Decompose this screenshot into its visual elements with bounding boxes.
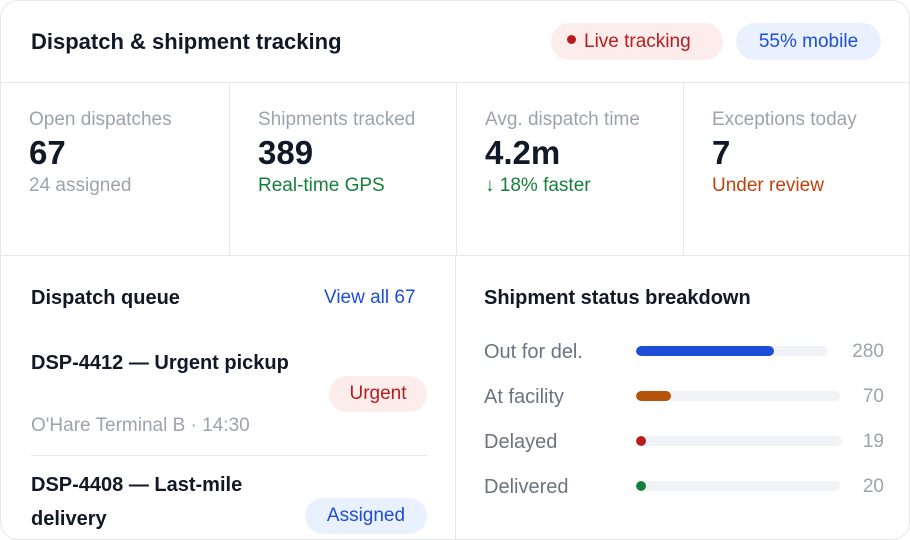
live-dot-icon: [567, 35, 576, 45]
section-divider: [455, 256, 456, 539]
status-count: 19: [862, 431, 884, 452]
queue-item-meta: O'Hare Terminal B · 14:30: [31, 415, 250, 436]
status-row: Out for del. 280: [484, 337, 884, 367]
stat-subtext: Under review: [712, 175, 824, 196]
stat-value: 389: [258, 134, 314, 171]
stat-value: 4.2m: [485, 134, 561, 171]
status-bar-fill: [636, 481, 646, 491]
page-title: Dispatch & shipment tracking: [31, 29, 342, 54]
status-bar-track: [636, 481, 840, 491]
stat-open-dispatches: Open dispatches 67 24 assigned: [1, 83, 229, 256]
status-count: 280: [852, 341, 884, 362]
stat-shipments-tracked: Shipments tracked 389 Real-time GPS: [229, 83, 456, 256]
stat-subtext: ↓ 18% faster: [485, 175, 591, 196]
status-count: 20: [862, 476, 884, 497]
stat-exceptions-today: Exceptions today 7 Under review: [683, 83, 909, 256]
stat-label: Exceptions today: [712, 109, 857, 130]
stat-subtext: Real-time GPS: [258, 175, 385, 196]
status-bar-track: [636, 436, 842, 446]
stats-row: Open dispatches 67 24 assigned Shipments…: [1, 83, 909, 256]
live-tracking-label: Live tracking: [584, 31, 691, 52]
queue-item-title: DSP-4408 — Last-mile delivery: [31, 474, 243, 530]
stat-label: Shipments tracked: [258, 109, 416, 130]
stat-value: 67: [29, 134, 66, 171]
stat-value: 7: [712, 134, 731, 171]
status-count: 70: [862, 386, 884, 407]
queue-item-title: DSP-4412 — Urgent pickup: [31, 352, 289, 374]
status-row: At facility 70: [484, 382, 884, 412]
status-bar-track: [636, 391, 840, 401]
status-label: Out for del.: [484, 341, 583, 363]
mobile-share-badge: 55% mobile: [736, 23, 881, 60]
status-bar-track: [636, 346, 828, 356]
status-bar-fill: [636, 346, 774, 356]
stat-subtext: 24 assigned: [29, 175, 132, 196]
status-bar-fill: [636, 436, 646, 446]
status-row: Delayed 19: [484, 427, 884, 457]
status-badge-assigned: Assigned: [305, 498, 427, 534]
card-header: Dispatch & shipment tracking Live tracki…: [1, 1, 909, 83]
status-breakdown-title: Shipment status breakdown: [484, 287, 751, 309]
live-tracking-badge[interactable]: Live tracking: [551, 23, 723, 60]
view-all-link[interactable]: View all 67: [324, 287, 416, 308]
queue-item[interactable]: DSP-4408 — Last-mile delivery Assigned: [31, 468, 427, 539]
queue-item[interactable]: DSP-4412 — Urgent pickup Urgent O'Hare T…: [31, 346, 427, 456]
status-badge-urgent: Urgent: [329, 376, 427, 412]
status-row: Delivered 20: [484, 472, 884, 502]
status-label: At facility: [484, 386, 565, 408]
status-bar-fill: [636, 391, 671, 401]
status-label: Delayed: [484, 431, 558, 453]
status-label: Delivered: [484, 476, 569, 498]
stat-label: Avg. dispatch time: [485, 109, 640, 130]
queue-title: Dispatch queue: [31, 287, 180, 309]
stat-label: Open dispatches: [29, 109, 172, 130]
stat-avg-dispatch-time: Avg. dispatch time 4.2m ↓ 18% faster: [456, 83, 683, 256]
